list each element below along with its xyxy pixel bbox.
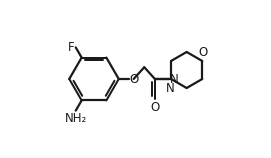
Text: O: O xyxy=(130,73,139,85)
Text: O: O xyxy=(199,46,208,59)
Text: NH₂: NH₂ xyxy=(64,112,87,125)
Text: N: N xyxy=(169,73,178,85)
Text: F: F xyxy=(68,41,75,54)
Text: O: O xyxy=(150,101,160,114)
Text: N: N xyxy=(166,82,175,95)
